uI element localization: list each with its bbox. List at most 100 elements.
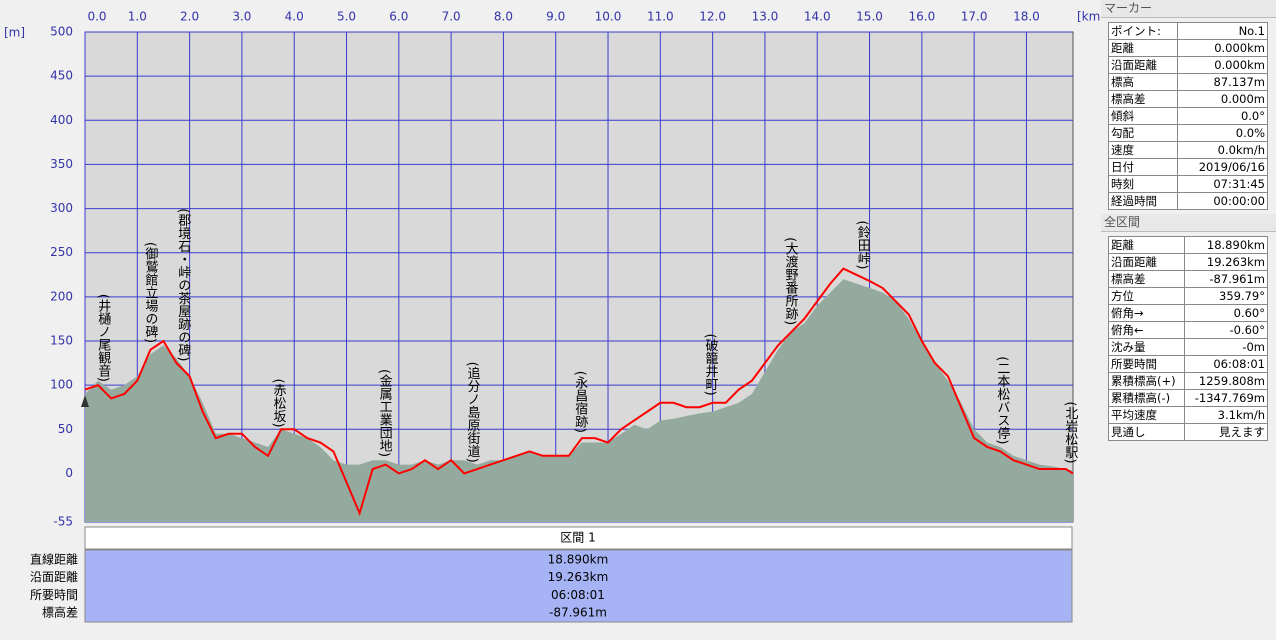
landmark-label: (金属工業団地) — [377, 369, 393, 457]
row: 傾斜 0.0° — [1107, 107, 1268, 125]
key: 方位 — [1107, 287, 1186, 305]
value: 0.000m — [1177, 90, 1268, 108]
x-tick-label: 2.0 — [180, 10, 199, 24]
key: 沿面距離 — [1107, 253, 1186, 271]
key: 沿面距離 — [1107, 56, 1179, 74]
plot: -55 0 50 100 150 200 250 300 350 400 450 500 0.0 1.0 2… — [50, 10, 1078, 529]
x-tick-label: 17.0 — [961, 10, 988, 24]
marker-icon — [81, 395, 89, 407]
key: 標高差 — [1107, 270, 1186, 288]
row-value: -87.961m — [549, 606, 607, 620]
row: ポイント: No.1 — [1107, 22, 1268, 40]
x-tick-label: 14.0 — [804, 10, 831, 24]
row: 累積標高(+) 1259.808m — [1107, 372, 1268, 390]
landmark-label: (大渡野番所跡) — [783, 237, 799, 325]
y-tick-label: 150 — [50, 334, 73, 348]
value: 0.0km/h — [1177, 141, 1268, 159]
row-value: 06:08:01 — [551, 588, 605, 602]
x-tick-label: 3.0 — [232, 10, 251, 24]
value: 0.0° — [1177, 107, 1268, 125]
y-tick-label: 500 — [50, 25, 73, 39]
value: 07:31:45 — [1177, 175, 1268, 193]
row: 累積標高(-) -1347.769m — [1107, 389, 1268, 407]
value: -87.961m — [1184, 270, 1268, 288]
key: ポイント: — [1107, 22, 1179, 40]
row: 俯角← -0.60° — [1107, 321, 1268, 339]
x-tick-label: 6.0 — [389, 10, 408, 24]
row: 方位 359.79° — [1107, 287, 1268, 305]
x-tick-label: 12.0 — [699, 10, 726, 24]
value: 06:08:01 — [1184, 355, 1268, 373]
x-tick-label: 16.0 — [908, 10, 935, 24]
row: 経過時間 00:00:00 — [1107, 192, 1268, 210]
key: 時刻 — [1107, 175, 1179, 193]
key: 見通し — [1107, 423, 1186, 441]
y-tick-label: 200 — [50, 289, 73, 303]
landmark-label: (赤松坂) — [270, 378, 286, 427]
x-tick-label: 7.0 — [442, 10, 461, 24]
y-tick-label: 450 — [50, 69, 73, 83]
section-header-box — [84, 526, 1073, 550]
x-tick-label: 10.0 — [595, 10, 622, 24]
x-tick-label: 9.0 — [546, 10, 565, 24]
side-panel: マーカー ポイント: No.1 距離 0.000km 沿面距離 0.000km 標高 87.1… — [1101, 0, 1276, 640]
row: 標高差 0.000m — [1107, 90, 1268, 108]
value: -0m — [1184, 338, 1268, 356]
key: 平均速度 — [1107, 406, 1186, 424]
row-label: 標高差 — [42, 605, 78, 620]
row: 日付 2019/06/16 — [1107, 158, 1268, 176]
landmark-label: (井樋ノ尾観音) — [95, 294, 111, 382]
row: 見通し 見えます — [1107, 423, 1268, 441]
key: 標高差 — [1107, 90, 1179, 108]
value: 3.1km/h — [1184, 406, 1268, 424]
key: 所要時間 — [1107, 355, 1186, 373]
landmark-label: (破籠井町) — [703, 334, 719, 396]
value: -1347.769m — [1184, 389, 1268, 407]
x-tick-label: 13.0 — [752, 10, 779, 24]
x-unit: [km] — [1077, 10, 1100, 24]
key: 勾配 — [1107, 124, 1179, 142]
key: 傾斜 — [1107, 107, 1179, 125]
value: 2019/06/16 — [1177, 158, 1268, 176]
y-tick-label: 50 — [58, 422, 73, 436]
elevation-line — [84, 267, 1074, 517]
total-table: 距離 18.890km 沿面距離 19.263km 標高差 -87.961m 方位 359.7… — [1107, 236, 1268, 441]
key: 標高 — [1107, 73, 1179, 91]
value: -0.60° — [1184, 321, 1268, 339]
key: 沈み量 — [1107, 338, 1186, 356]
row: 標高差 -87.961m — [1107, 270, 1268, 288]
row-value: 19.263km — [548, 570, 609, 584]
key: 速度 — [1107, 141, 1179, 159]
x-tick-label: 11.0 — [647, 10, 674, 24]
marker-table: ポイント: No.1 距離 0.000km 沿面距離 0.000km 標高 87.137m 標高… — [1107, 22, 1268, 210]
landmark-label: (御鷲館立場の碑) — [142, 242, 158, 343]
section-header: 区間 1 — [560, 531, 595, 545]
row: 速度 0.0km/h — [1107, 141, 1268, 159]
row-label: 所要時間 — [30, 588, 78, 602]
chart: [m] [km] 区間 1 -55 0 50 100 150 200 250 300 350 40… — [4, 10, 1100, 623]
landmark-label: (二本松バス停) — [994, 356, 1010, 444]
key: 距離 — [1107, 39, 1179, 57]
value: 0.000km — [1177, 39, 1268, 57]
value: 87.137m — [1177, 73, 1268, 91]
value: 0.60° — [1184, 304, 1268, 322]
row: 平均速度 3.1km/h — [1107, 406, 1268, 424]
value: 19.263km — [1184, 253, 1268, 271]
row: 距離 0.000km — [1107, 39, 1268, 57]
landmark-label: (北岩松駅) — [1062, 401, 1078, 463]
key: 累積標高(+) — [1107, 372, 1186, 390]
value: 0.000km — [1177, 56, 1268, 74]
row: 沿面距離 19.263km — [1107, 253, 1268, 271]
value: 00:00:00 — [1177, 192, 1268, 210]
y-tick-label: 100 — [50, 378, 73, 392]
y-tick-label: 250 — [50, 245, 73, 259]
x-tick-label: 4.0 — [285, 10, 304, 24]
key: 俯角← — [1107, 321, 1186, 339]
y-tick-label: 0 — [65, 466, 73, 480]
x-tick-label: 18.0 — [1013, 10, 1040, 24]
row-label: 直線距離 — [30, 552, 78, 567]
x-tick-label: 0.0 — [87, 10, 106, 24]
landmark-label: (鈴田峠) — [855, 220, 871, 269]
key: 累積標高(-) — [1107, 389, 1186, 407]
